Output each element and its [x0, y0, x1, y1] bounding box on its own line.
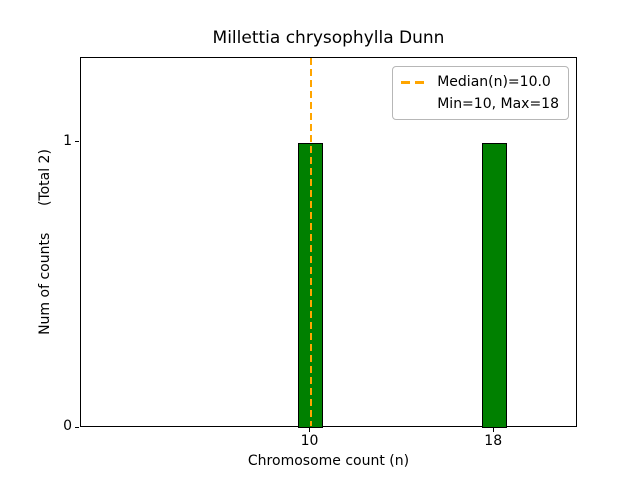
y-axis-label: Num of counts (Total 2) [37, 149, 53, 335]
chart-title: Millettia chrysophylla Dunn [212, 28, 445, 48]
y-tick-mark [75, 141, 79, 143]
plot-area: Median(n)=10.0 Min=10, Max=18 [80, 57, 577, 428]
y-tick-label: 0 [63, 418, 72, 434]
median-dashed-line-icon [401, 80, 429, 84]
x-tick-mark [309, 428, 311, 432]
x-tick-label: 18 [484, 433, 503, 449]
y-tick-mark [75, 426, 79, 428]
y-tick-label: 1 [63, 132, 72, 149]
x-tick-label: 10 [300, 433, 319, 449]
legend-marker-spacer [401, 103, 428, 106]
x-tick-mark [492, 428, 494, 432]
legend-label-median: Median(n)=10.0 [437, 74, 551, 90]
legend: Median(n)=10.0 Min=10, Max=18 [392, 66, 569, 120]
legend-entry-median: Median(n)=10.0 [401, 73, 559, 91]
x-axis-label: Chromosome count (n) [247, 453, 410, 469]
legend-entry-minmax: Min=10, Max=18 [401, 95, 559, 113]
legend-label-minmax: Min=10, Max=18 [437, 96, 559, 112]
bar [481, 142, 507, 428]
median-line [309, 58, 312, 426]
